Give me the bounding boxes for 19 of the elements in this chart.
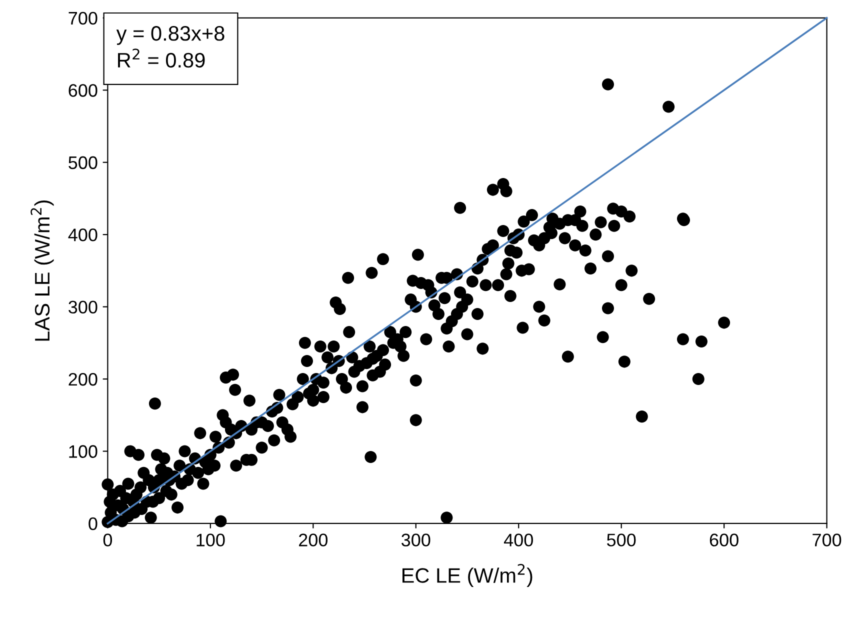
y-tick-label: 200	[68, 372, 98, 386]
x-tick-label: 300	[402, 534, 430, 546]
y-tick-label: 0	[88, 517, 98, 530]
y-tick-label: 600	[68, 84, 98, 97]
y-tick-label: 300	[68, 300, 98, 314]
x-tick-label: 200	[299, 534, 328, 546]
annotation: y = 0.83x+8 R$^{2}$ = 0.89	[116, 26, 224, 68]
y-tick-label: 500	[68, 156, 98, 170]
y-axis-title: LAS LE (W/m$^{2}$)	[30, 200, 54, 341]
x-tick-label: 700	[812, 534, 842, 546]
y-tick-label: 100	[69, 445, 98, 458]
y-tick-label: 400	[68, 228, 98, 242]
x-tick-label: 600	[710, 534, 738, 546]
x-axis-title: EC LE (W/m$^{2}$)	[402, 564, 532, 587]
x-tick-label: 0	[103, 534, 112, 546]
x-tick-label: 100	[196, 534, 225, 546]
x-tick-label: 500	[607, 534, 636, 546]
x-tick-label: 400	[504, 534, 533, 546]
y-tick-label: 700	[68, 12, 98, 25]
